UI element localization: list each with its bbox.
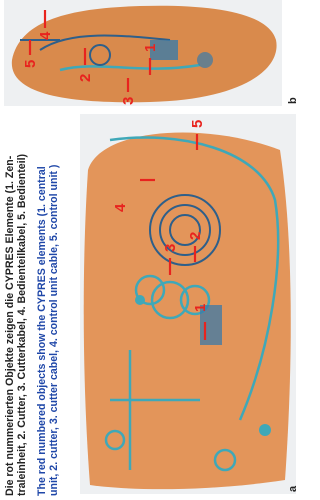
caption-line: Die rot nummerierten Objekte zeigen die … — [4, 155, 16, 496]
marker: 3 — [120, 97, 137, 105]
figure: 1 2 3 4 5 1 2 3 4 5 a b Die rot nummerie… — [0, 0, 305, 500]
caption-line: unit, 2. cutter, 3. cutter cabel, 4. con… — [48, 165, 60, 496]
marker: 5 — [189, 120, 206, 128]
caption-line: The red numbered objects show the CYPRES… — [36, 166, 48, 496]
panel-label: b — [287, 97, 299, 104]
marker: 2 — [187, 232, 204, 240]
marker: 1 — [192, 304, 209, 312]
marker: 5 — [22, 60, 39, 68]
caption-line: traleinheit, 2. Cutter, 3. Cutterkabel, … — [16, 154, 28, 496]
marker: 1 — [142, 44, 159, 52]
marker: 2 — [77, 74, 94, 82]
marker: 4 — [112, 203, 129, 212]
marker: 3 — [162, 244, 179, 252]
marker: 4 — [37, 31, 54, 40]
panel-label: a — [287, 485, 299, 492]
xray-panel-a — [80, 114, 296, 494]
